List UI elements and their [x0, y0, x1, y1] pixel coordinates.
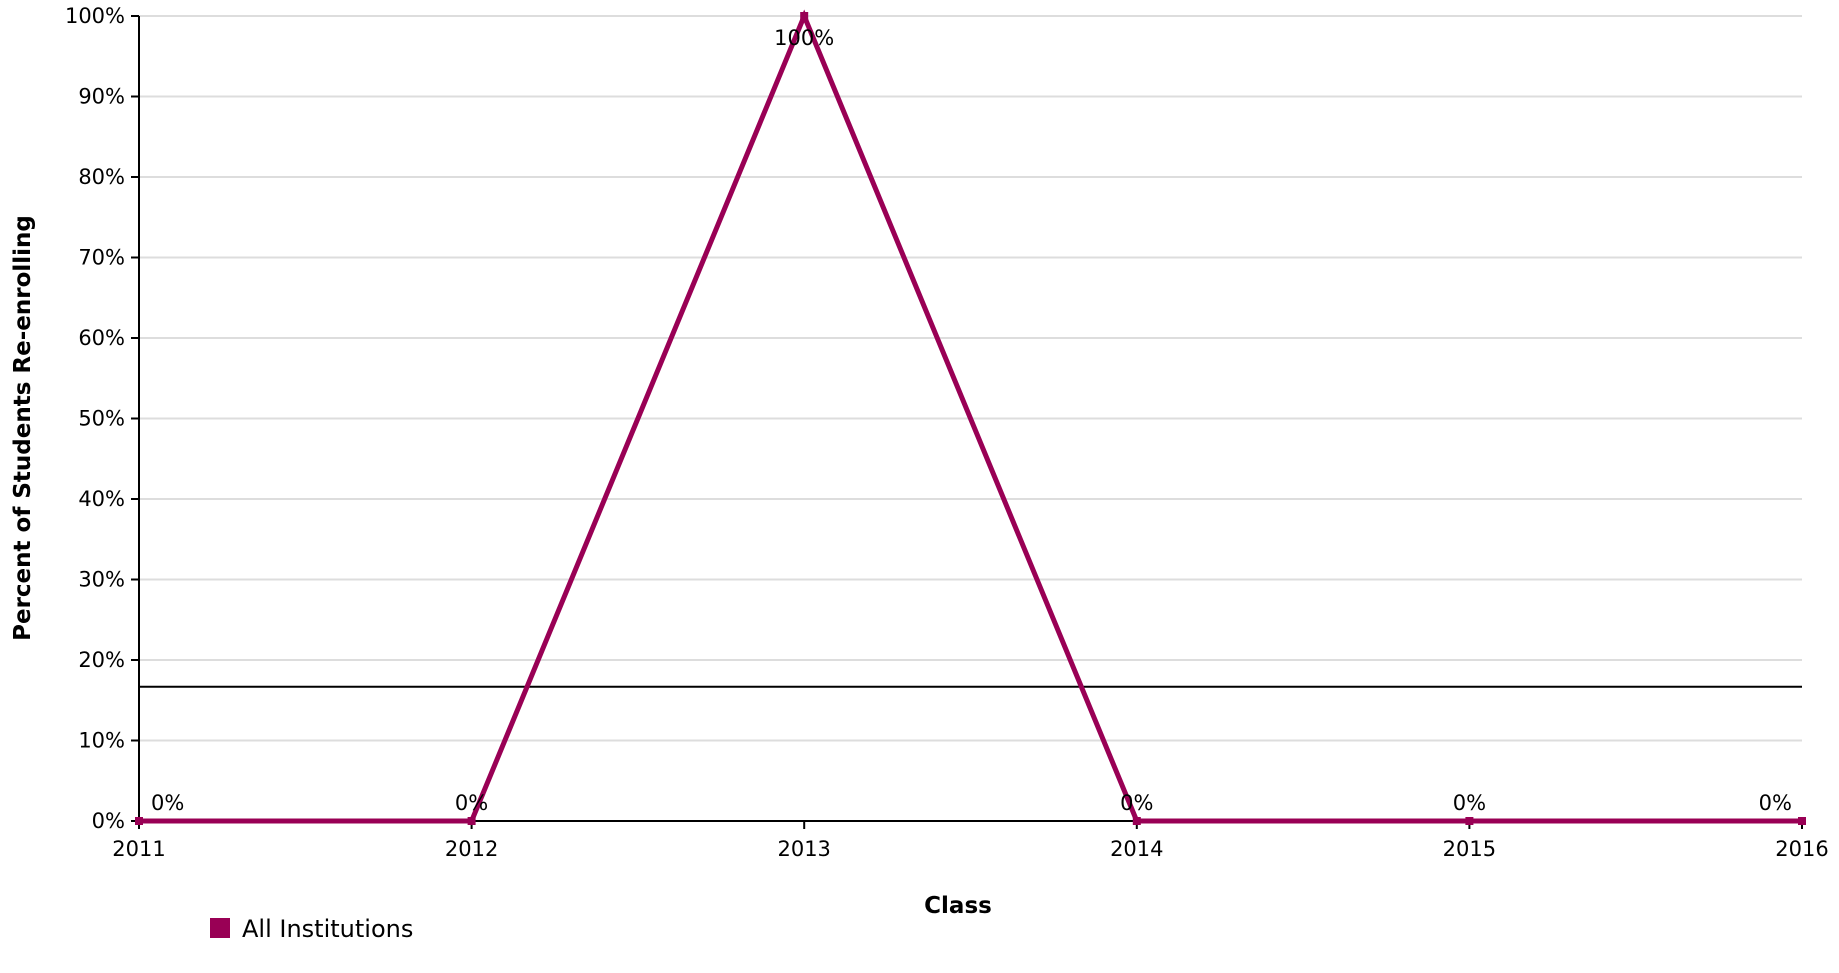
y-tick-label: 50%	[78, 407, 125, 431]
x-tick-label: 2013	[777, 837, 830, 861]
y-tick-label: 80%	[78, 165, 125, 189]
x-tick-label: 2016	[1775, 837, 1828, 861]
y-tick-label: 20%	[78, 648, 125, 672]
x-axis-title: Class	[924, 893, 992, 919]
data-point	[1798, 817, 1806, 825]
data-label: 100%	[774, 26, 834, 50]
series-group	[135, 9, 1806, 825]
series-line	[139, 9, 1802, 824]
data-label: 0%	[151, 791, 184, 815]
legend-label: All Institutions	[242, 915, 413, 943]
data-labels: 0% 0% 100% 0% 0% 0%	[151, 26, 1792, 815]
data-point	[135, 817, 143, 825]
y-tick-label: 30%	[78, 568, 125, 592]
data-point	[800, 12, 809, 20]
y-tick-label: 40%	[78, 487, 125, 511]
x-tick-label: 2015	[1443, 837, 1496, 861]
y-tick-label: 10%	[78, 729, 125, 753]
y-tick-label: 70%	[78, 246, 125, 270]
axes: 0% 10% 20% 30% 40% 50% 60% 70% 80% 90% 100% 2011 201…	[65, 4, 1829, 861]
x-tick-label: 2014	[1110, 837, 1163, 861]
legend: All Institutions	[210, 915, 413, 943]
data-point	[1132, 817, 1141, 825]
legend-swatch	[210, 918, 230, 938]
y-tick-label: 90%	[78, 85, 125, 109]
y-tick-label: 60%	[78, 326, 125, 350]
grid-lines	[139, 15, 1802, 742]
x-tick-label: 2011	[112, 837, 165, 861]
y-axis-title: Percent of Students Re-enrolling	[10, 215, 36, 641]
y-tick-label: 0%	[92, 809, 125, 833]
data-label: 0%	[1453, 791, 1486, 815]
y-tick-label: 100%	[65, 4, 125, 28]
data-label: 0%	[1759, 791, 1792, 815]
data-label: 0%	[1120, 791, 1153, 815]
data-point	[1465, 817, 1474, 825]
data-label: 0%	[455, 791, 488, 815]
data-point	[467, 817, 476, 825]
x-tick-label: 2012	[445, 837, 498, 861]
